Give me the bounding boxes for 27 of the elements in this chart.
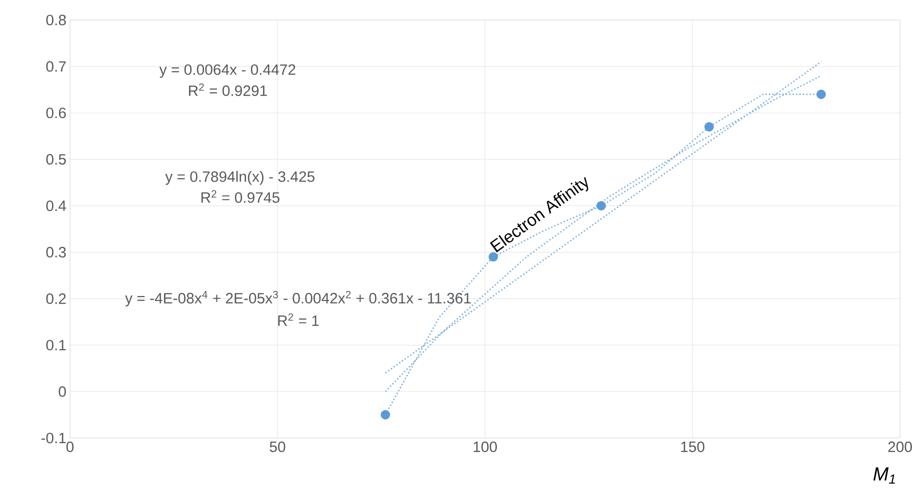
- x-tick-label: 100: [474, 442, 497, 452]
- x-axis-title: M$_{1}$: [873, 467, 895, 484]
- point: [816, 90, 826, 99]
- annotation: y = 0.7894ln(x) - 3.425: [165, 170, 314, 185]
- y-tick-label: 0.7: [46, 61, 66, 72]
- y-tick-label: 0.5: [46, 154, 66, 165]
- annotation: R$^{2}$ = 0.9291: [189, 83, 267, 96]
- annotation: R$^{2}$ = 1: [278, 313, 319, 326]
- y-tick-label: 0.3: [46, 246, 66, 258]
- point: [380, 410, 390, 420]
- y-tick-label: 0.6: [46, 108, 66, 118]
- annotation: R$^{2}$ = 0.9745: [201, 190, 280, 203]
- x-tick-label: 200: [888, 442, 912, 452]
- y-tick-label: 0.4: [46, 200, 66, 212]
- y-tick-label: -0.1: [41, 432, 66, 444]
- point: [596, 201, 606, 210]
- y-tick-label: 0.2: [46, 293, 66, 304]
- annotation: y = -4E-08x$^{4}$ + 2E-05x$^{3}$ - 0.0042x$^{2}$ + 0.361x - 11.361: [125, 290, 471, 306]
- annotation: y = 0.0064x - 0.4472: [159, 64, 296, 78]
- x-tick-label: 150: [681, 442, 704, 452]
- y-tick-label: 0.8: [46, 14, 66, 26]
- y-tick-label: 0.1: [46, 340, 66, 350]
- x-tick-label: 50: [270, 442, 286, 452]
- x-tick-label: 0: [66, 442, 74, 452]
- point: [488, 252, 498, 262]
- point: [704, 122, 714, 132]
- y-tick-label: 0: [58, 386, 66, 397]
